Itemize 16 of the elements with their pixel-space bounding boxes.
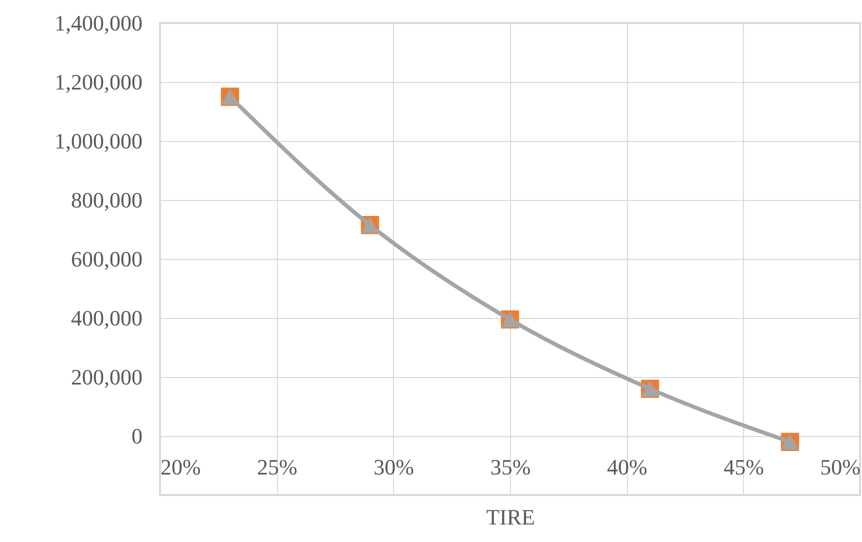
y-tick-label: 1,200,000	[54, 70, 142, 94]
x-tick-label: 20%	[160, 454, 201, 480]
x-tick-label: 45%	[724, 454, 764, 480]
y-tick-label: 800,000	[71, 188, 142, 212]
y-tick-label: 600,000	[71, 246, 142, 272]
y-tick-label: 200,000	[71, 364, 142, 390]
y-tick-label: 0	[132, 424, 142, 448]
x-axis-title: TIRE	[486, 504, 535, 530]
x-tick-label: 25%	[257, 454, 298, 480]
x-tick-label: 50%	[820, 454, 860, 480]
y-tick-label: 400,000	[71, 306, 142, 330]
y-tick-label: 1,000,000	[54, 128, 142, 154]
x-tick-label: 40%	[607, 454, 648, 480]
x-tick-label: 35%	[490, 454, 531, 480]
y-tick-label: 1,400,000	[54, 10, 142, 36]
x-tick-label: 30%	[374, 454, 414, 480]
